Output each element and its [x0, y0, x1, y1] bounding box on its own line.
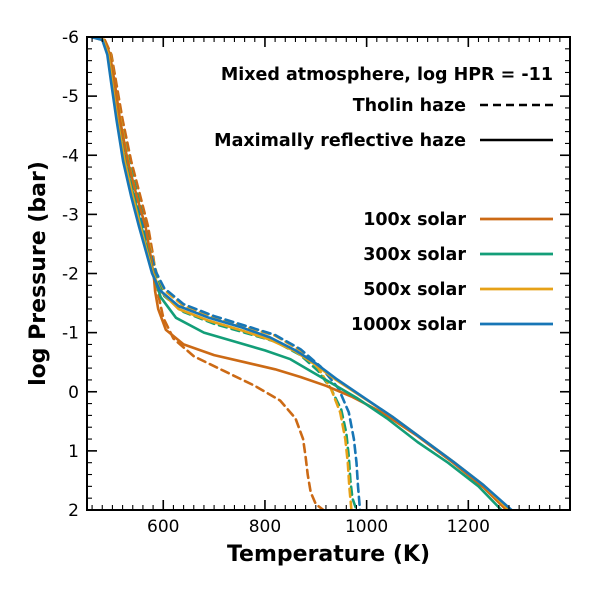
plot-frame: [86, 36, 571, 511]
legend: Mixed atmosphere, log HPR = -11 Tholin h…: [214, 65, 553, 335]
y-tick-label: -3: [62, 205, 79, 225]
x-tick-label: 800: [249, 517, 281, 537]
y-tick-label: 2: [68, 501, 79, 521]
series-line-1000x-solartholin: [90, 37, 362, 510]
legend-label-300x: 300x solar: [363, 245, 466, 265]
x-tick-label: 1200: [447, 517, 490, 537]
series-layer: [89, 37, 513, 510]
legend-label-100x: 100x solar: [363, 210, 466, 230]
y-tick-label: 1: [68, 442, 79, 462]
series-line-100x-solarreflective: [92, 37, 508, 510]
y-tick-label: -6: [62, 28, 79, 48]
x-tick-label: 1000: [345, 517, 388, 537]
x-axis-title: Temperature (K): [227, 542, 430, 567]
x-tick-label: 600: [147, 517, 179, 537]
legend-label-tholin-haze: Tholin haze: [353, 96, 466, 116]
series-line-100x-solartholin: [92, 37, 325, 510]
series-line-1000x-solarreflective: [89, 37, 513, 510]
y-tick-label: -1: [62, 324, 79, 344]
y-tick-label: -4: [62, 146, 79, 166]
legend-label-500x: 500x solar: [363, 280, 466, 300]
y-tick-label: -5: [62, 87, 79, 107]
legend-header: Mixed atmosphere, log HPR = -11: [221, 65, 553, 85]
ticks-layer: 600 800 1000 1200 -6 -5 -4 -3 -2 -1 0 1 2: [62, 28, 570, 537]
series-line-500x-solartholin: [91, 37, 353, 510]
legend-label-1000x: 1000x solar: [351, 315, 466, 335]
legend-label-reflective-haze: Maximally reflective haze: [214, 131, 466, 151]
series-line-300x-solartholin: [91, 37, 358, 510]
y-tick-label: -2: [62, 265, 79, 285]
y-axis-title: log Pressure (bar): [26, 161, 51, 386]
y-tick-label: 0: [68, 383, 79, 403]
